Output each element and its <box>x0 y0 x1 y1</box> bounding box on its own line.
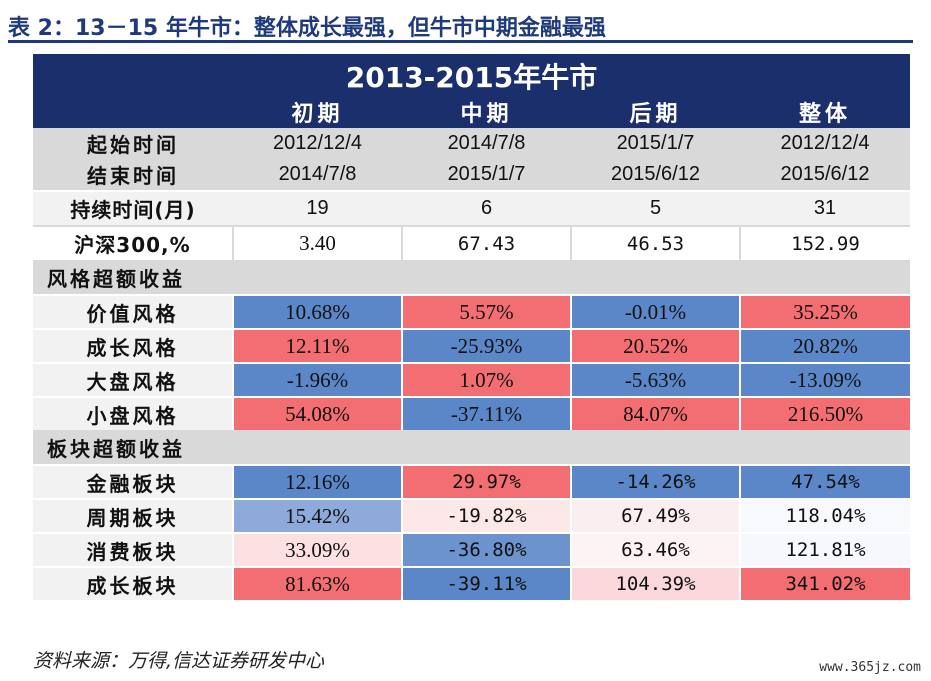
duration-value: 5 <box>571 190 740 226</box>
csi300-value: 46.53 <box>570 225 740 260</box>
start-date: 2012/12/4 <box>740 128 910 159</box>
source-note: 资料来源：万得,信达证券研发中心 <box>33 650 325 672</box>
value-cell: 341.02% <box>739 566 910 600</box>
row-label: 大盘风格 <box>33 362 233 397</box>
row-label: 金融板块 <box>33 464 233 499</box>
end-date: 2015/1/7 <box>402 159 571 191</box>
value-cell: 12.16% <box>232 464 402 499</box>
value-cell: -19.82% <box>401 498 571 533</box>
start-date: 2014/7/8 <box>402 128 571 159</box>
title-rule <box>8 40 913 43</box>
value-cell: 216.50% <box>739 396 910 430</box>
value-cell: -0.01% <box>570 294 740 329</box>
table-row: 小盘风格 54.08% -37.11% 84.07% 216.50% <box>33 396 910 430</box>
style-section-header: 风格超额收益 <box>33 260 910 295</box>
table-row: 消费板块 33.09% -36.80% 63.46% 121.81% <box>33 532 910 567</box>
end-label: 结束时间 <box>33 159 233 191</box>
value-cell: 29.97% <box>401 464 571 499</box>
value-cell: 118.04% <box>739 498 910 533</box>
value-cell: 33.09% <box>232 532 402 567</box>
row-label: 成长风格 <box>33 328 233 363</box>
value-cell: 81.63% <box>232 566 402 600</box>
value-cell: -13.09% <box>739 362 910 397</box>
value-cell: -39.11% <box>401 566 571 600</box>
row-label: 价值风格 <box>33 294 233 329</box>
value-cell: 35.25% <box>739 294 910 329</box>
value-cell: 1.07% <box>401 362 571 397</box>
value-cell: 47.54% <box>739 464 910 499</box>
value-cell: 63.46% <box>570 532 740 567</box>
start-date: 2015/1/7 <box>571 128 740 159</box>
value-cell: -14.26% <box>570 464 740 499</box>
end-date: 2015/6/12 <box>740 159 910 191</box>
phase-header: 中期 <box>402 96 571 128</box>
value-cell: -1.96% <box>232 362 402 397</box>
row-label: 消费板块 <box>33 532 233 567</box>
value-cell: 20.52% <box>570 328 740 363</box>
table-row: 成长板块 81.63% -39.11% 104.39% 341.02% <box>33 566 910 600</box>
value-cell: 84.07% <box>570 396 740 430</box>
table-row: 价值风格 10.68% 5.57% -0.01% 35.25% <box>33 294 910 329</box>
value-cell: -25.93% <box>401 328 571 363</box>
duration-value: 19 <box>233 190 402 226</box>
table-banner: 2013-2015年牛市 <box>33 54 910 96</box>
value-cell: 5.57% <box>401 294 571 329</box>
sector-section-header: 板块超额收益 <box>33 430 910 465</box>
start-label: 起始时间 <box>33 128 233 159</box>
row-label: 周期板块 <box>33 498 233 533</box>
csi300-value: 3.40 <box>232 225 402 260</box>
value-cell: 10.68% <box>232 294 402 329</box>
duration-value: 31 <box>740 190 910 226</box>
value-cell: 20.82% <box>739 328 910 363</box>
table-title: 表 2：13－15 年牛市：整体成长最强，但牛市中期金融最强 <box>8 16 606 41</box>
bull-market-table: 2013-2015年牛市 初期 中期 后期 整体 起始时间 2012/12/4 … <box>33 54 910 600</box>
watermark: www.365jz.com <box>819 660 921 675</box>
table-row: 成长风格 12.11% -25.93% 20.52% 20.82% <box>33 328 910 363</box>
duration-label: 持续时间(月) <box>33 190 233 226</box>
value-cell: -36.80% <box>401 532 571 567</box>
row-label: 成长板块 <box>33 566 233 600</box>
csi300-value: 67.43 <box>401 225 571 260</box>
phase-header: 后期 <box>571 96 740 128</box>
table-row: 周期板块 15.42% -19.82% 67.49% 118.04% <box>33 498 910 533</box>
value-cell: 15.42% <box>232 498 402 533</box>
table-row: 金融板块 12.16% 29.97% -14.26% 47.54% <box>33 464 910 499</box>
value-cell: 54.08% <box>232 396 402 430</box>
phase-header: 整体 <box>740 96 910 128</box>
value-cell: -37.11% <box>401 396 571 430</box>
row-label: 小盘风格 <box>33 396 233 430</box>
end-date: 2014/7/8 <box>233 159 402 191</box>
table-row: 大盘风格 -1.96% 1.07% -5.63% -13.09% <box>33 362 910 397</box>
value-cell: 12.11% <box>232 328 402 363</box>
start-date: 2012/12/4 <box>233 128 402 159</box>
phase-header: 初期 <box>233 96 402 128</box>
header-blank <box>33 96 233 128</box>
value-cell: 121.81% <box>739 532 910 567</box>
value-cell: 67.49% <box>570 498 740 533</box>
csi300-label: 沪深300,% <box>33 225 233 260</box>
value-cell: 104.39% <box>570 566 740 600</box>
duration-value: 6 <box>402 190 571 226</box>
end-date: 2015/6/12 <box>571 159 740 191</box>
csi300-value: 152.99 <box>739 225 910 260</box>
value-cell: -5.63% <box>570 362 740 397</box>
